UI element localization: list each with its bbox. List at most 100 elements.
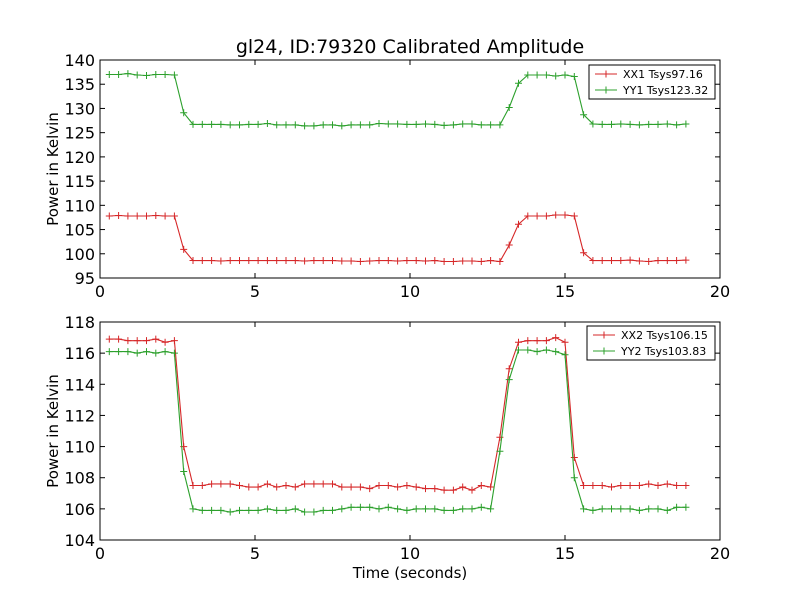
data-point: [412, 120, 420, 128]
data-point: [598, 482, 606, 489]
data-point: [449, 506, 457, 514]
data-point: [654, 482, 662, 489]
data-point: [515, 79, 522, 87]
data-point: [329, 506, 336, 514]
data-point: [608, 505, 615, 513]
data-point: [338, 483, 346, 491]
legend-marker: [602, 86, 610, 94]
data-point: [208, 480, 216, 488]
data-point: [477, 503, 485, 511]
data-point: [375, 257, 383, 265]
data-point: [561, 211, 569, 219]
data-point: [226, 480, 234, 488]
data-point: [310, 480, 318, 488]
data-point: [431, 257, 439, 265]
data-point: [115, 71, 123, 79]
data-point: [301, 508, 309, 516]
x-tick-label: 10: [400, 544, 420, 563]
data-point: [645, 480, 653, 488]
data-point: [180, 245, 188, 253]
data-point: [589, 482, 597, 489]
data-point: [143, 337, 150, 345]
data-point: [412, 505, 420, 513]
data-point: [598, 120, 606, 128]
data-point: [598, 257, 606, 265]
data-point: [245, 120, 253, 128]
data-point: [338, 505, 346, 513]
data-point: [412, 483, 420, 491]
data-point: [301, 122, 309, 130]
data-point: [384, 503, 392, 511]
data-point: [384, 120, 392, 128]
y-axis-label: Power in Kelvin: [44, 374, 62, 488]
data-point: [291, 505, 299, 513]
data-point: [115, 335, 123, 343]
x-tick-label: 20: [710, 282, 730, 301]
data-point: [273, 483, 281, 491]
data-point: [263, 480, 271, 488]
legend-label: XX1 Tsys97.16: [623, 68, 703, 81]
data-point: [580, 482, 588, 489]
data-point: [496, 121, 504, 129]
legend-marker: [600, 331, 608, 339]
data-point: [505, 376, 513, 384]
data-point: [133, 349, 141, 357]
data-point: [524, 71, 532, 79]
data-point: [356, 503, 364, 511]
data-point: [449, 486, 457, 494]
data-point: [161, 348, 169, 356]
y-tick-label: 95: [75, 269, 95, 288]
data-point: [505, 103, 513, 111]
data-point: [608, 483, 615, 491]
x-tick-label: 15: [555, 282, 575, 301]
data-point: [626, 256, 634, 264]
data-point: [319, 480, 327, 488]
data-point: [189, 505, 197, 513]
data-point: [329, 257, 336, 265]
x-tick-label: 10: [400, 282, 420, 301]
data-point: [663, 506, 671, 514]
data-point: [347, 483, 355, 491]
data-point: [552, 348, 560, 356]
data-point: [375, 505, 383, 513]
data-point: [198, 120, 206, 128]
data-point: [198, 482, 206, 489]
data-point: [366, 257, 374, 265]
legend-label: YY2 Tsys103.83: [620, 345, 706, 358]
data-point: [180, 467, 188, 475]
data-point: [310, 257, 318, 265]
data-point: [580, 505, 588, 513]
data-point: [236, 121, 243, 129]
data-point: [422, 485, 429, 493]
data-point: [654, 257, 662, 265]
data-point: [282, 121, 290, 129]
data-point: [422, 120, 429, 128]
data-point: [254, 257, 262, 265]
data-point: [217, 120, 225, 128]
legend-box: [586, 325, 716, 361]
data-point: [180, 109, 188, 117]
data-point: [208, 257, 216, 265]
data-point: [245, 506, 253, 514]
data-point: [422, 505, 429, 513]
y-tick-label: 108: [64, 469, 95, 488]
data-point: [533, 337, 541, 345]
data-point: [384, 482, 392, 489]
data-point: [663, 480, 671, 488]
data-point: [217, 506, 225, 514]
data-point: [487, 483, 495, 491]
data-point: [496, 258, 504, 266]
data-point: [468, 257, 476, 265]
data-point: [598, 505, 606, 513]
data-point: [347, 257, 355, 265]
data-point: [366, 503, 374, 511]
data-point: [673, 503, 681, 511]
data-point: [394, 483, 402, 491]
data-point: [561, 338, 569, 346]
data-point: [515, 338, 522, 346]
x-tick-label: 5: [250, 544, 260, 563]
data-point: [189, 257, 197, 265]
data-point: [682, 503, 690, 511]
data-point: [440, 258, 448, 266]
y-axis-label: Power in Kelvin: [44, 112, 62, 226]
